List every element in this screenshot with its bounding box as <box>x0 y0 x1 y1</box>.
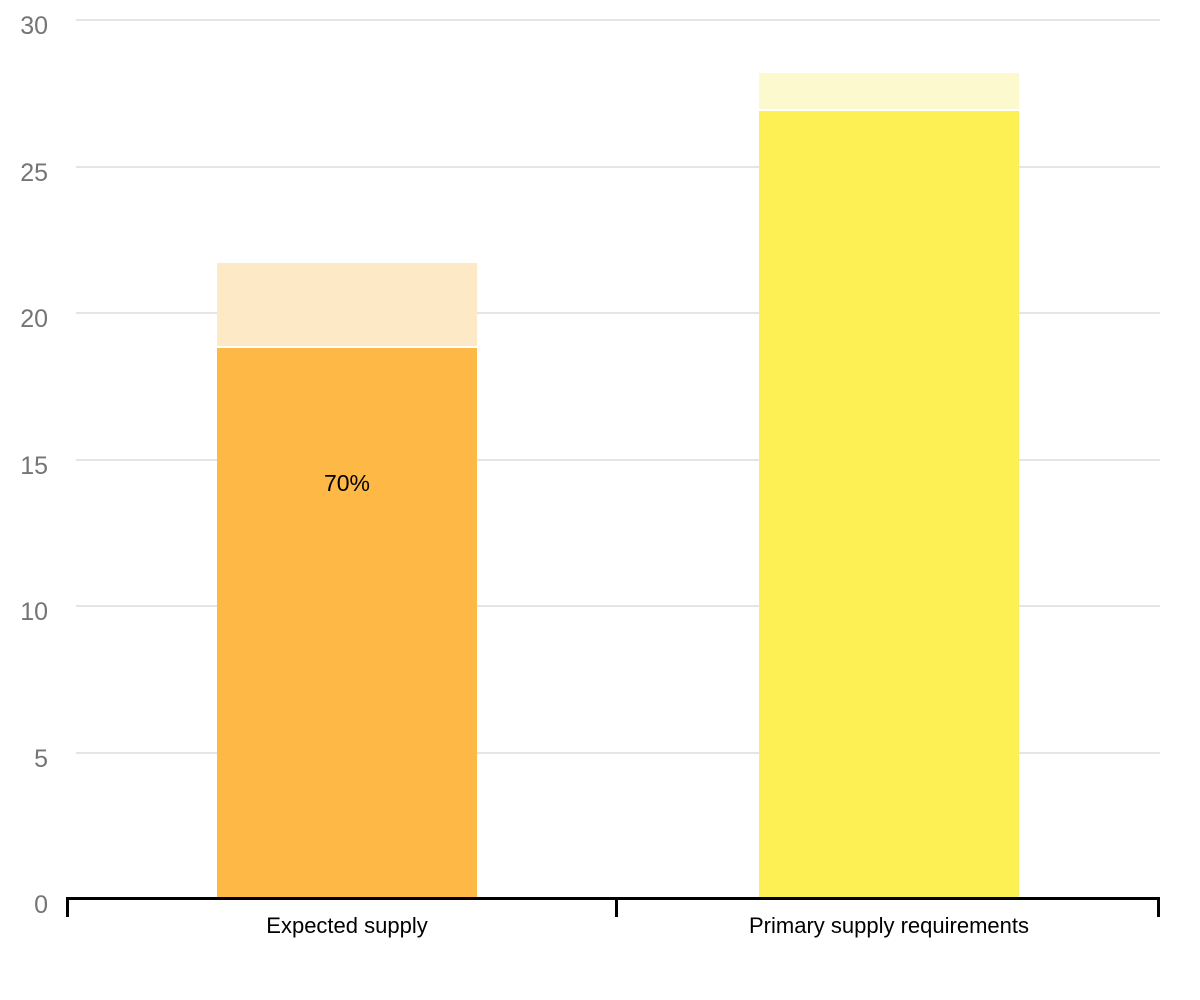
x-axis-tick <box>615 897 618 917</box>
y-axis-tick-label: 20 <box>20 305 48 333</box>
gridline <box>76 165 1160 168</box>
x-axis-tick <box>1157 897 1160 917</box>
y-axis-tick-label: 10 <box>20 598 48 626</box>
bar-segment[interactable] <box>217 263 477 349</box>
y-axis-tick-label: 5 <box>34 744 48 773</box>
gridline <box>76 458 1160 461</box>
y-axis-tick-label: 0 <box>34 891 48 919</box>
bar-segment[interactable] <box>217 348 477 899</box>
bar-segment[interactable] <box>759 110 1019 899</box>
bar-segment[interactable] <box>759 72 1019 111</box>
y-axis-tick-label: 15 <box>20 451 48 480</box>
x-axis-category-label: Primary supply requirements <box>749 913 1029 938</box>
bar-value-label: 70% <box>323 470 371 497</box>
gridline <box>76 751 1160 754</box>
y-axis-tick-label: 30 <box>20 12 48 40</box>
y-axis-tick-label: 25 <box>20 158 48 187</box>
gridline <box>76 605 1160 607</box>
x-axis-line <box>66 897 1160 900</box>
gridline <box>76 19 1160 21</box>
gridline <box>76 312 1160 314</box>
x-axis-category-label: Expected supply <box>266 913 428 938</box>
x-axis-tick <box>66 897 69 917</box>
